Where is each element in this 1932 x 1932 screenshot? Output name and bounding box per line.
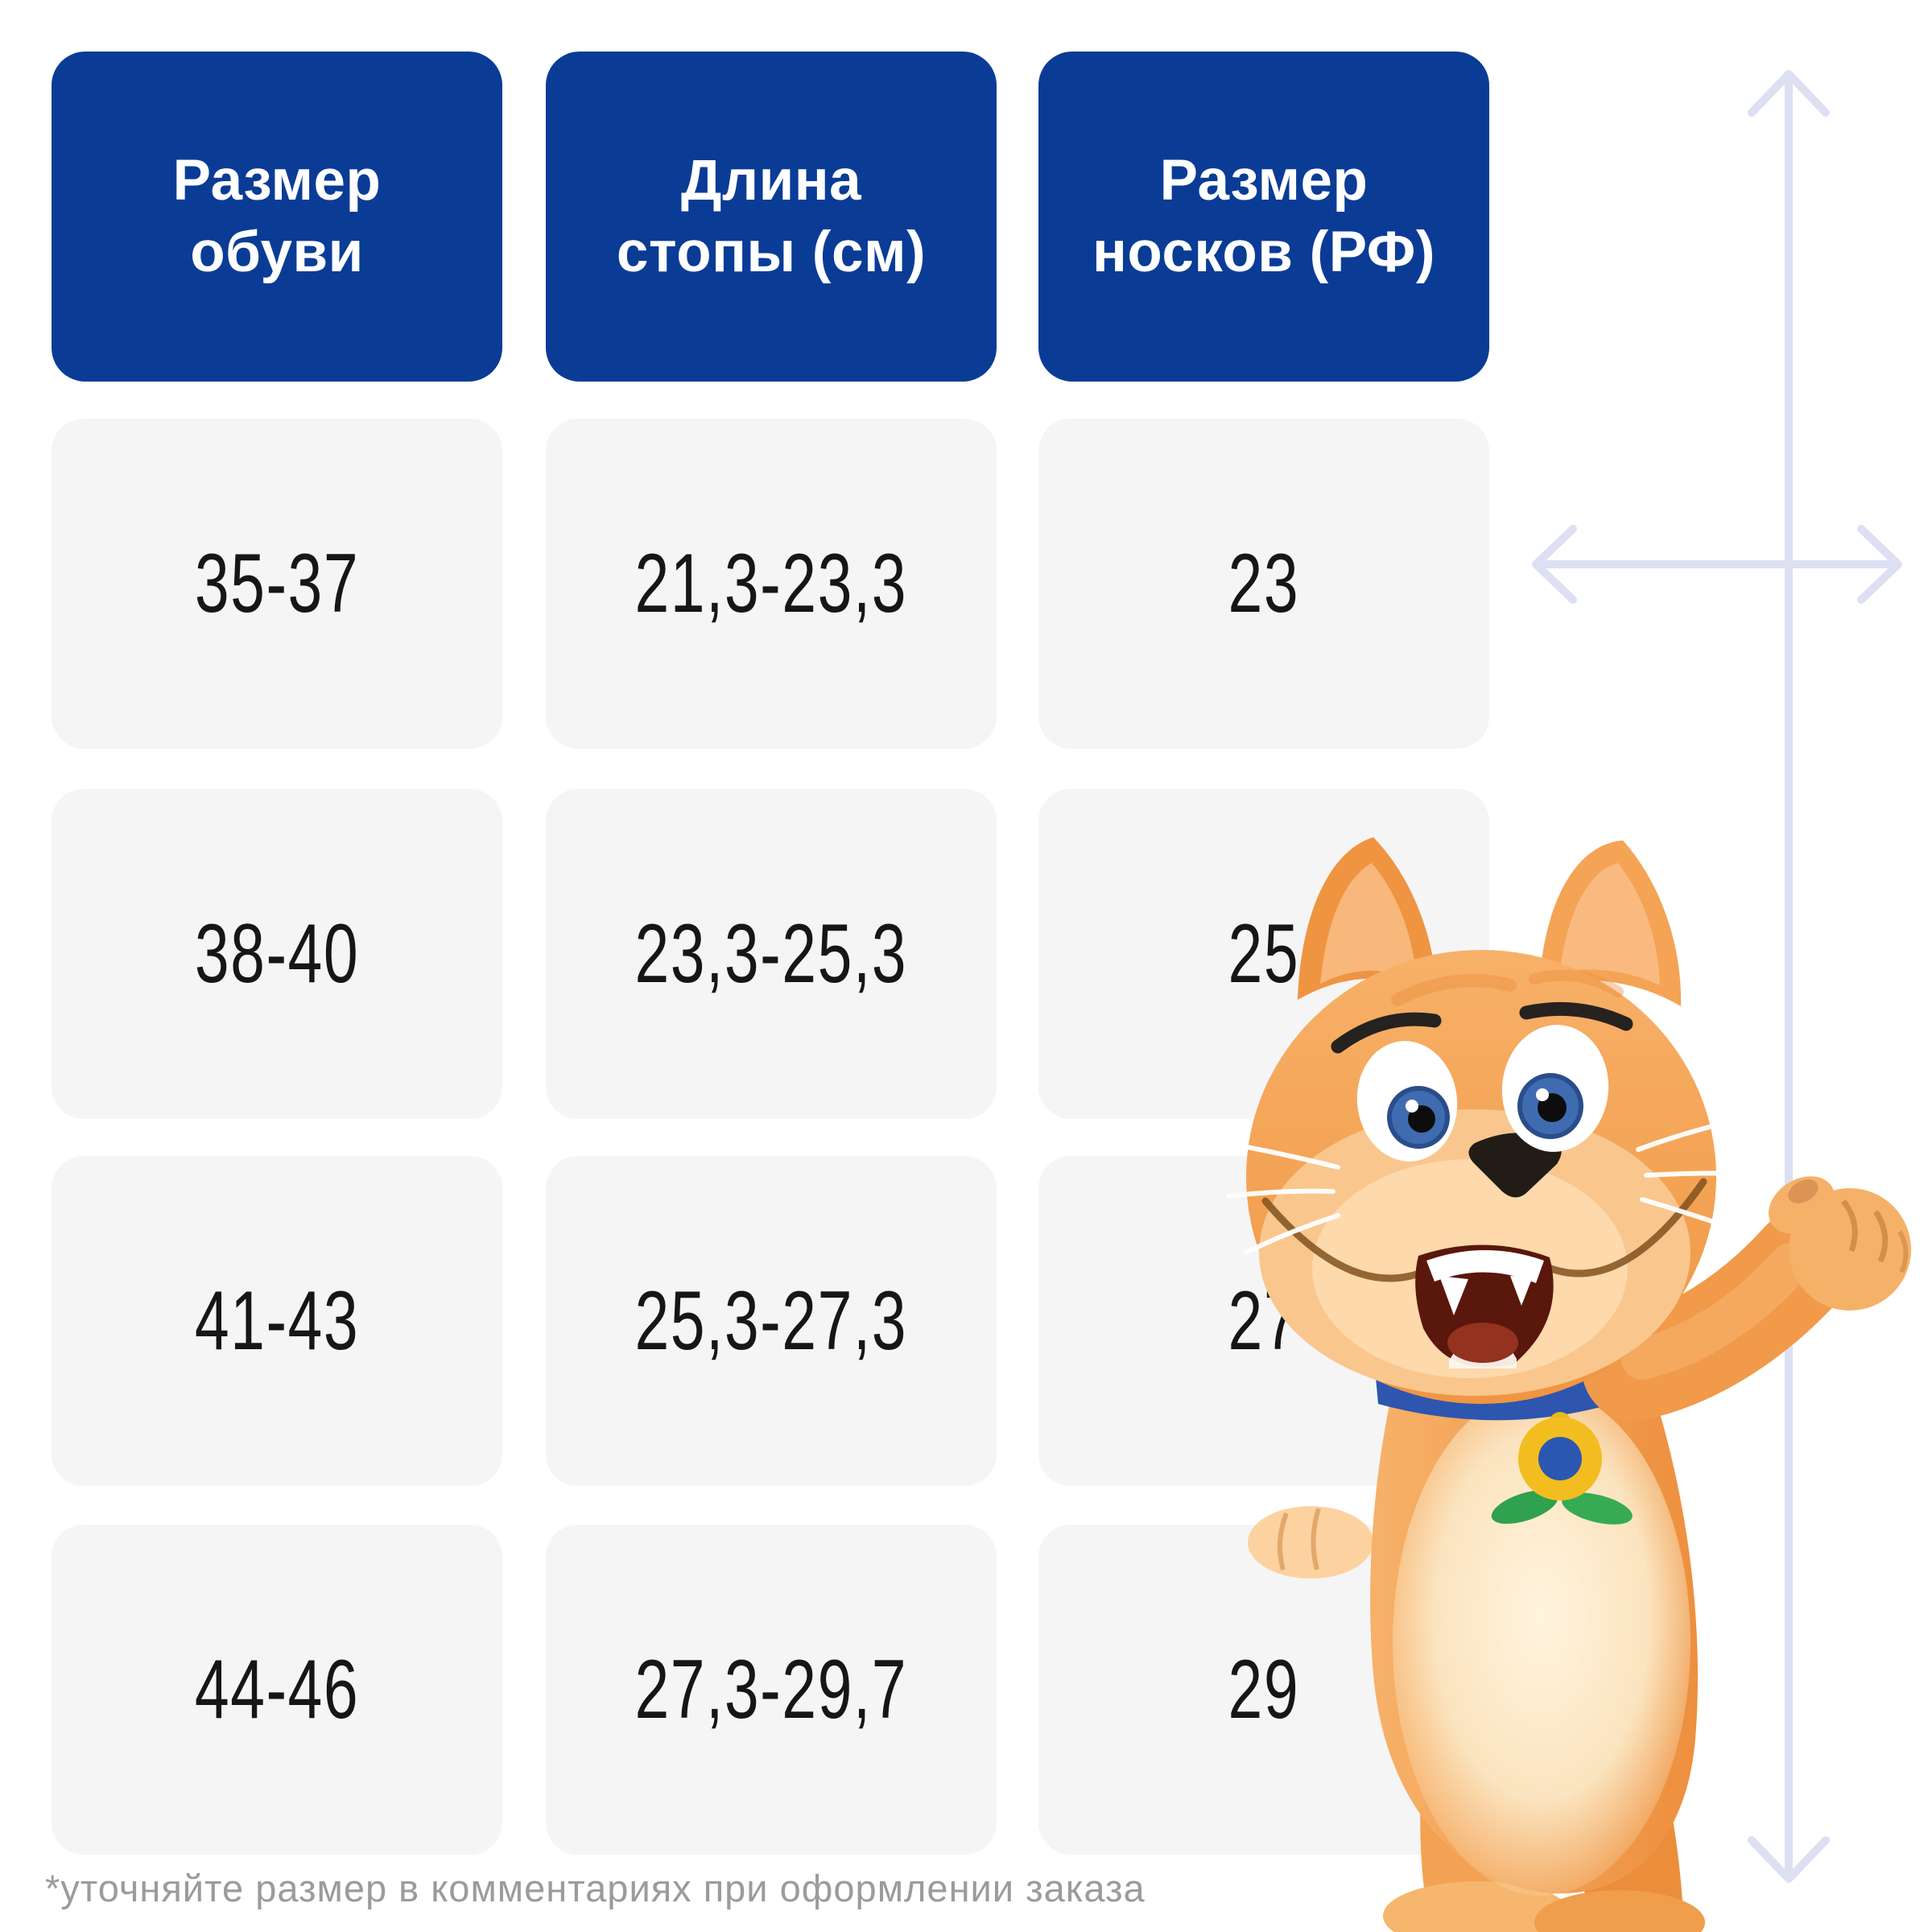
flower-pendant [1491, 1412, 1633, 1525]
header-foot-length: Длина стопы (см) [546, 52, 997, 382]
cell-value: 35-37 [194, 536, 360, 630]
table-cell: 21,3-23,3 [546, 419, 997, 749]
table-cell: 38-40 [52, 789, 502, 1119]
table-cell: 25,3-27,3 [546, 1156, 997, 1486]
cat-paw-on-table [1248, 1506, 1373, 1579]
cat-whiskers [1223, 1117, 1761, 1255]
table-cell: 23,3-25,3 [546, 789, 997, 1119]
cell-value: 27,3-29,7 [634, 1642, 908, 1736]
left-right-arrow-icon [1532, 525, 1902, 604]
cat-eyes [1356, 1025, 1609, 1162]
cell-value: 41-43 [194, 1274, 360, 1368]
cat-mouth [1415, 1245, 1554, 1368]
cell-value: 38-40 [194, 906, 360, 1001]
header-sock-size: Размер носков (РФ) [1038, 52, 1489, 382]
header-shoe-size: Размер обуви [52, 52, 502, 382]
cell-value: 25 [1228, 906, 1300, 1001]
cell-value: 29 [1228, 1642, 1300, 1736]
cell-value: 23 [1228, 536, 1300, 630]
cell-value: 25,3-27,3 [634, 1274, 908, 1368]
cell-value: 21,3-23,3 [634, 536, 908, 630]
table-cell: 44-46 [52, 1525, 502, 1855]
cell-value: 44-46 [194, 1642, 360, 1736]
cell-value: 23,3-25,3 [634, 906, 908, 1001]
orange-cat-mascot [1223, 837, 1911, 1932]
cat-eyebrows [1331, 1001, 1633, 1054]
footnote: *уточняйте размер в комментариях при офо… [45, 1867, 1146, 1909]
cat-raised-arm [1582, 1176, 1911, 1421]
table-cell: 41-43 [52, 1156, 502, 1486]
table-cell: 23 [1038, 419, 1489, 749]
up-down-arrow-icon [1748, 70, 1830, 1883]
table-cell: 35-37 [52, 419, 502, 749]
cat-ears [1298, 837, 1682, 1006]
table-cell: 27,3-29,7 [546, 1525, 997, 1855]
